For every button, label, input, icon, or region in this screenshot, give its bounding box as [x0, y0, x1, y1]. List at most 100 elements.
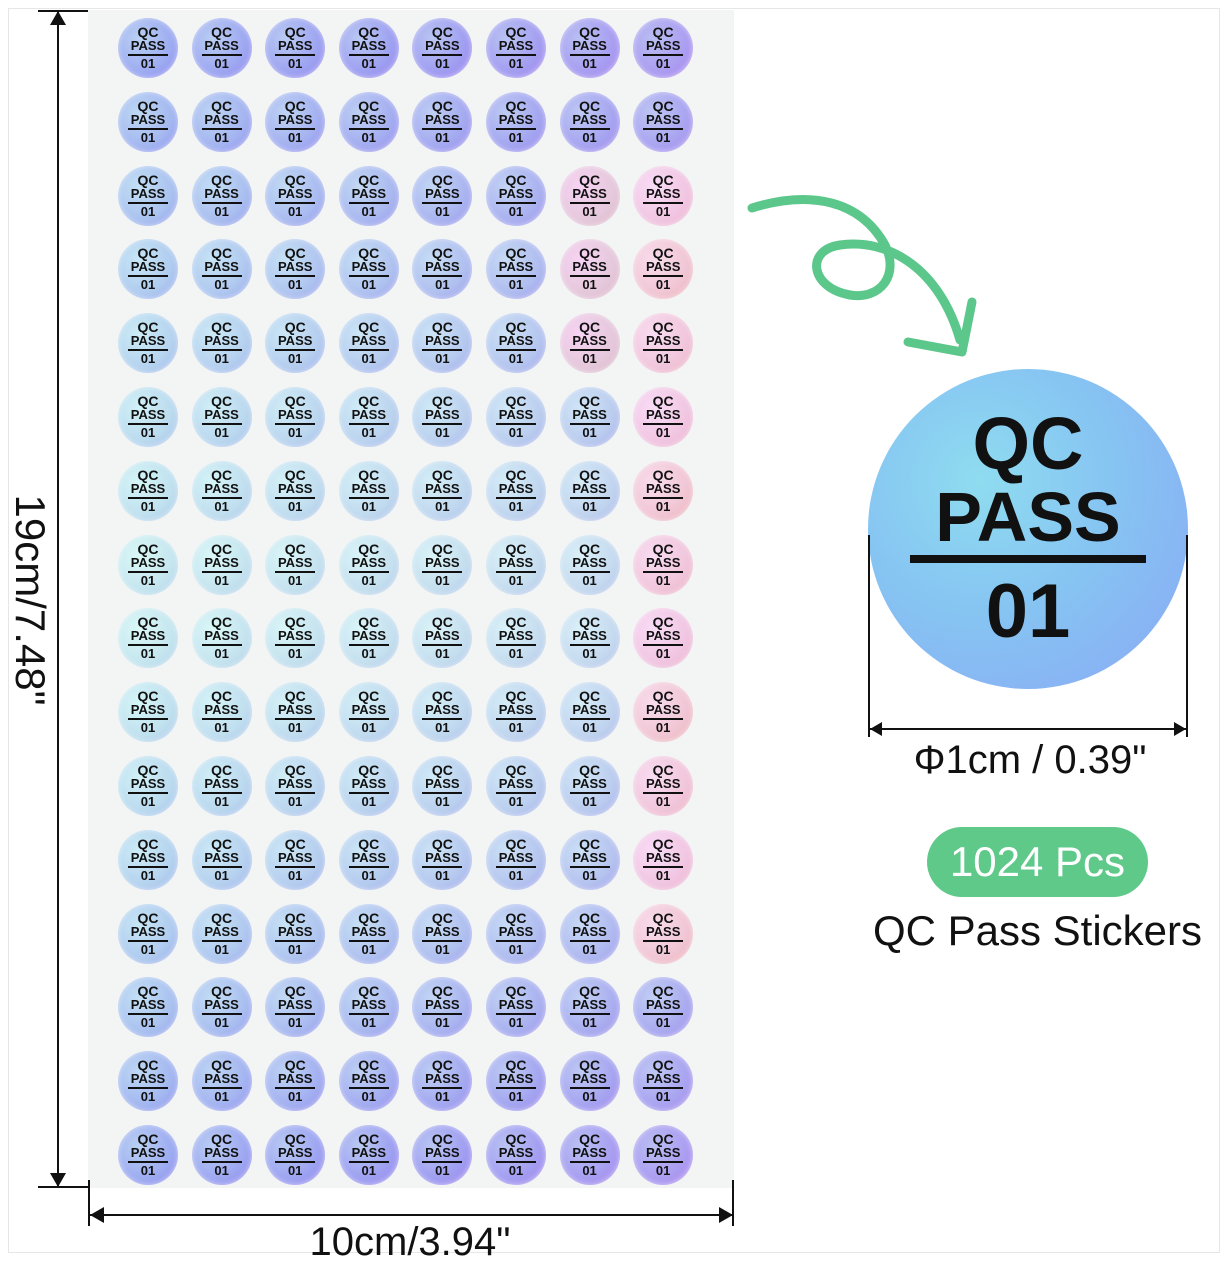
sticker-number-text: 01: [140, 793, 156, 809]
sticker-pass-text: PASS: [425, 702, 460, 718]
sticker-underline: [275, 1160, 316, 1163]
sticker-qc-text: QC: [358, 392, 380, 409]
sticker: QC PASS 01: [633, 239, 694, 300]
sticker: QC PASS 01: [118, 903, 178, 964]
sticker-underline: [128, 422, 168, 425]
sticker: QC PASS 01: [191, 386, 252, 447]
sticker-qc-text: QC: [211, 688, 233, 705]
sticker-number-text: 01: [214, 646, 229, 662]
sticker-number-text: 01: [287, 1089, 303, 1105]
sticker-pass-text: PASS: [130, 554, 166, 570]
sticker-qc-text: QC: [358, 97, 380, 114]
sticker-pass-text: PASS: [572, 111, 607, 127]
sticker-number-text: 01: [361, 351, 377, 367]
closeup-qc-text: QC: [972, 402, 1084, 485]
sticker-pass-text: PASS: [351, 1144, 386, 1160]
sticker-underline: [422, 1013, 463, 1016]
sticker: QC PASS 01: [485, 313, 546, 374]
sticker-underline: [422, 791, 463, 794]
sticker-pass-text: PASS: [204, 702, 239, 718]
sticker-qc-text: QC: [505, 466, 527, 483]
sticker-qc-text: QC: [358, 171, 380, 188]
sticker-qc-text: QC: [211, 319, 233, 336]
sticker-underline: [569, 1013, 610, 1016]
sticker-pass-text: PASS: [277, 406, 313, 422]
sticker-number-text: 01: [435, 572, 450, 588]
sticker-pass-text: PASS: [425, 406, 460, 422]
sticker: QC PASS 01: [338, 18, 399, 78]
sticker-qc-text: QC: [358, 1130, 380, 1147]
sticker-underline: [422, 644, 463, 647]
sticker: QC PASS 01: [265, 903, 326, 964]
sticker: QC PASS 01: [265, 313, 326, 374]
sticker-qc-text: QC: [211, 392, 233, 409]
sticker-number-text: 01: [435, 793, 450, 809]
sticker-number-text: 01: [361, 56, 377, 71]
sticker-underline: [201, 496, 242, 499]
sticker-underline: [422, 1160, 463, 1163]
sticker: QC PASS 01: [633, 1124, 694, 1185]
sticker-underline: [643, 1013, 684, 1016]
sticker-underline: [569, 496, 610, 499]
sticker-number-text: 01: [435, 646, 450, 662]
sticker-pass-text: PASS: [572, 775, 607, 791]
sticker-qc-text: QC: [431, 688, 453, 705]
sticker-underline: [495, 422, 536, 425]
sticker-number-text: 01: [582, 646, 597, 662]
sticker-qc-text: QC: [431, 909, 453, 926]
sticker-underline: [643, 127, 684, 130]
sticker-underline: [569, 1160, 610, 1163]
sticker-pass-text: PASS: [204, 1144, 239, 1160]
sticker-pass-text: PASS: [204, 406, 239, 422]
sticker: QC PASS 01: [338, 755, 399, 816]
sticker-pass-text: PASS: [425, 1071, 460, 1087]
sticker: QC PASS 01: [265, 165, 326, 226]
sticker-pass-text: PASS: [572, 1144, 607, 1160]
sticker-underline: [201, 939, 242, 942]
sticker-underline: [643, 718, 684, 721]
sticker-underline: [201, 1160, 242, 1163]
sticker-pass-text: PASS: [425, 554, 460, 570]
sticker-underline: [128, 496, 168, 499]
sticker-qc-text: QC: [505, 392, 527, 409]
sticker-qc-text: QC: [431, 835, 453, 852]
sticker: QC PASS 01: [559, 608, 620, 669]
sticker-underline: [422, 275, 463, 278]
sticker-underline: [275, 1013, 316, 1016]
sticker-qc-text: QC: [284, 319, 306, 336]
sticker-number-text: 01: [655, 498, 671, 514]
sticker-underline: [422, 54, 463, 56]
sticker: QC PASS 01: [338, 829, 399, 890]
sticker: QC PASS 01: [485, 534, 546, 595]
sticker-qc-text: QC: [579, 983, 601, 1000]
sticker-underline: [201, 422, 242, 425]
sticker-qc-text: QC: [652, 1130, 674, 1147]
sticker-number-text: 01: [435, 1089, 450, 1105]
sticker-qc-text: QC: [505, 1057, 527, 1074]
sticker-pass-text: PASS: [498, 849, 534, 865]
sticker: QC PASS 01: [559, 903, 620, 964]
sticker-number-text: 01: [287, 1162, 303, 1178]
sticker-qc-text: QC: [505, 835, 527, 852]
sticker: QC PASS 01: [485, 1051, 546, 1112]
sticker-underline: [275, 718, 316, 721]
sticker-underline: [348, 718, 389, 721]
sticker-underline: [495, 1087, 536, 1090]
sticker-underline: [495, 644, 536, 647]
sticker-number-text: 01: [361, 941, 377, 957]
sticker-number-text: 01: [140, 646, 156, 662]
sticker-qc-text: QC: [505, 24, 527, 40]
sticker-number-text: 01: [435, 720, 450, 736]
sticker-number-text: 01: [361, 1089, 377, 1105]
sticker-number-text: 01: [287, 720, 303, 736]
sticker-number-text: 01: [655, 720, 671, 736]
sticker: QC PASS 01: [633, 608, 694, 669]
sticker-qc-text: QC: [211, 835, 233, 852]
sticker-underline: [275, 275, 316, 278]
sticker-underline: [495, 1160, 536, 1163]
closeup-number-text: 01: [985, 569, 1071, 654]
sticker: QC PASS 01: [118, 18, 178, 78]
sticker-pass-text: PASS: [277, 849, 313, 865]
sticker-closeup: QC PASS 01: [868, 369, 1188, 689]
sticker-qc-text: QC: [431, 392, 453, 409]
